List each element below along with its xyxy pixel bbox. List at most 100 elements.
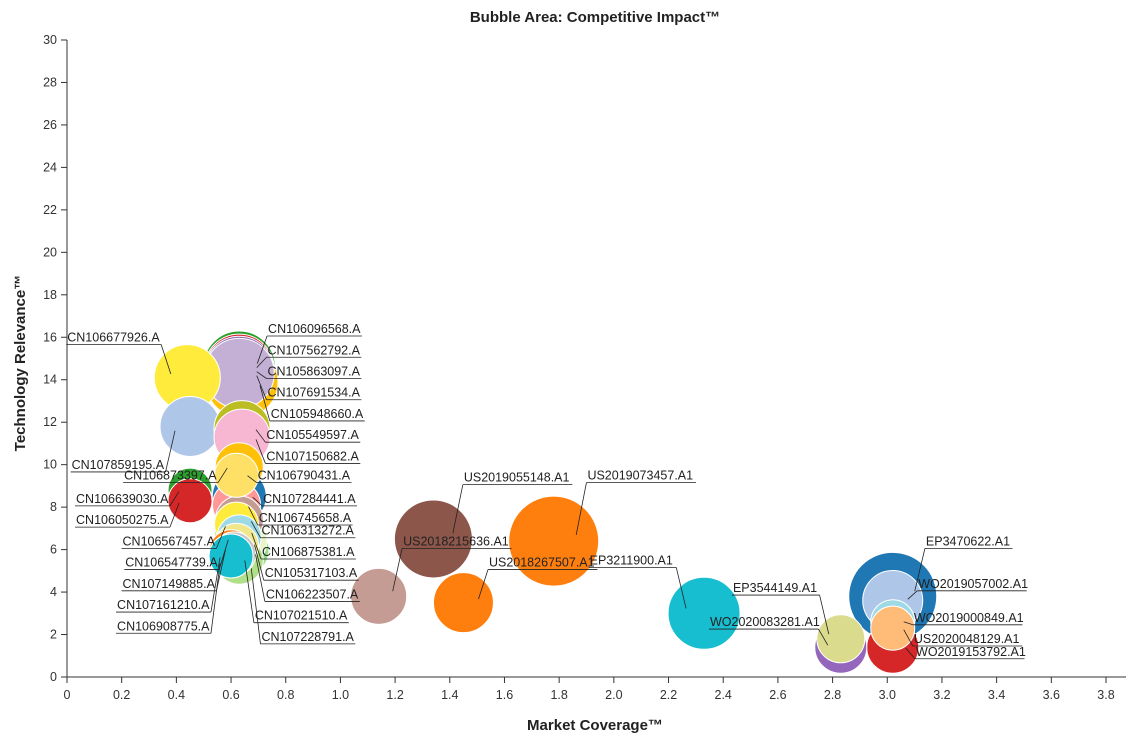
bubble-label: CN105317103.A [265, 566, 358, 580]
label-leader [914, 548, 926, 592]
bubble-label: CN106745658.A [259, 511, 352, 525]
bubble[interactable] [393, 499, 473, 579]
bubble-label: CN107150682.A [266, 449, 359, 463]
x-tick-label: 1.0 [332, 688, 349, 702]
x-tick-label: 2.2 [660, 688, 677, 702]
bubble-label: CN106096568.A [268, 322, 361, 336]
x-tick-label: 2.0 [605, 688, 622, 702]
y-tick-label: 4 [50, 585, 57, 599]
bubble-label: CN106639030.A [76, 492, 169, 506]
bubble-layer [153, 330, 938, 674]
label-leader [218, 539, 229, 570]
bubble-label: US2018267507.A1 [489, 556, 595, 570]
label-leader [903, 621, 913, 626]
label-leader [452, 484, 464, 534]
label-leader [169, 502, 180, 528]
label-leader [210, 563, 221, 634]
bubble-label: US2019073457.A1 [587, 469, 693, 483]
bubble[interactable] [159, 395, 221, 457]
bubble-label: WO2019057002.A1 [918, 577, 1028, 591]
label-leader [818, 628, 829, 646]
x-tick-label: 0 [64, 688, 71, 702]
bubble-label: CN106567457.A [123, 534, 216, 548]
bubble-label: WO2019000849.A1 [914, 611, 1024, 625]
bubble-label: CN105863097.A [268, 364, 361, 378]
y-tick-label: 24 [43, 160, 57, 174]
y-tick-label: 2 [50, 628, 57, 642]
bubble-label: CN107691534.A [268, 386, 361, 400]
x-tick-label: 2.6 [769, 688, 786, 702]
bubble-label: EP3211900.A1 [590, 553, 673, 567]
label-leader [244, 560, 255, 623]
label-leader [256, 335, 268, 364]
x-tick-label: 1.2 [386, 688, 403, 702]
x-tick-label: 3.6 [1043, 688, 1060, 702]
bubble-label: CN106050275.A [76, 513, 169, 527]
label-leader [907, 590, 918, 600]
x-tick-label: 0.4 [168, 688, 185, 702]
label-leader [160, 344, 172, 375]
bubble[interactable] [214, 452, 260, 498]
bubble-label: CN106313272.A [261, 524, 354, 538]
bubble-label: CN107161210.A [117, 598, 210, 612]
label-leader [259, 385, 271, 422]
bubble-label: CN107562792.A [268, 343, 361, 357]
chart-axes: 0 0.2 0.4 0.6 0.8 1.0 1.2 1.4 1.6 1.8 2.0 2.2 2.4 2.6… [43, 33, 1126, 702]
bubble-label: CN106547739.A [125, 556, 218, 570]
label-leader [165, 430, 176, 473]
bubble-label: CN107021510.A [255, 609, 348, 623]
bubble[interactable] [508, 495, 600, 587]
bubble-label: WO2019153792.A1 [916, 645, 1026, 659]
bubble[interactable] [870, 605, 916, 651]
bubble[interactable] [350, 567, 408, 625]
label-leader [478, 569, 489, 600]
bubble-label: CN106790431.A [258, 469, 351, 483]
bubble-label: CN105549597.A [266, 428, 359, 442]
label-leader [248, 506, 259, 526]
x-tick-label: 1.4 [441, 688, 458, 702]
label-leader [675, 567, 687, 609]
bubble-label: CN107284441.A [263, 492, 356, 506]
x-tick-label: 0.2 [113, 688, 130, 702]
x-tick-label: 3.0 [879, 688, 896, 702]
bubble-label: CN105948660.A [271, 407, 364, 421]
label-leader [216, 526, 226, 549]
x-tick-label: 3.4 [988, 688, 1005, 702]
label-leader [252, 496, 263, 507]
bubble[interactable] [816, 614, 866, 664]
y-tick-label: 30 [43, 33, 57, 47]
y-tick-label: 28 [43, 75, 57, 89]
label-leader [250, 521, 261, 538]
label-leader [903, 629, 914, 647]
bubble[interactable] [432, 572, 494, 634]
y-tick-label: 6 [50, 543, 57, 557]
label-leader [216, 549, 226, 591]
bubble-label: WO2020083281.A1 [710, 615, 820, 629]
x-tick-label: 0.6 [222, 688, 239, 702]
y-tick-label: 14 [43, 373, 57, 387]
x-tick-label: 3.8 [1097, 688, 1114, 702]
y-tick-label: 0 [50, 670, 57, 684]
bubble[interactable] [667, 576, 741, 650]
bubble-label: US2019055148.A1 [464, 471, 570, 485]
y-tick-label: 16 [43, 330, 57, 344]
label-leader [255, 554, 266, 602]
label-leader [247, 475, 257, 483]
y-tick-label: 20 [43, 245, 57, 259]
chart-title: Bubble Area: Competitive Impact™ [470, 9, 720, 26]
label-leader [256, 371, 267, 379]
label-leader [169, 491, 180, 507]
label-leader [251, 532, 262, 560]
bubble-label: EP3470622.A1 [926, 534, 1010, 548]
x-tick-label: 1.6 [496, 688, 513, 702]
y-tick-label: 8 [50, 500, 57, 514]
bubble[interactable] [167, 478, 213, 524]
bubble-label: EP3544149.A1 [733, 581, 817, 595]
bubble-label: CN107228791.A [261, 630, 354, 644]
label-leader [392, 548, 403, 592]
bubble-label: US2018215636.A1 [403, 534, 509, 548]
bubble-label: CN106875381.A [262, 545, 355, 559]
label-leader [210, 557, 221, 613]
y-tick-label: 22 [43, 203, 57, 217]
